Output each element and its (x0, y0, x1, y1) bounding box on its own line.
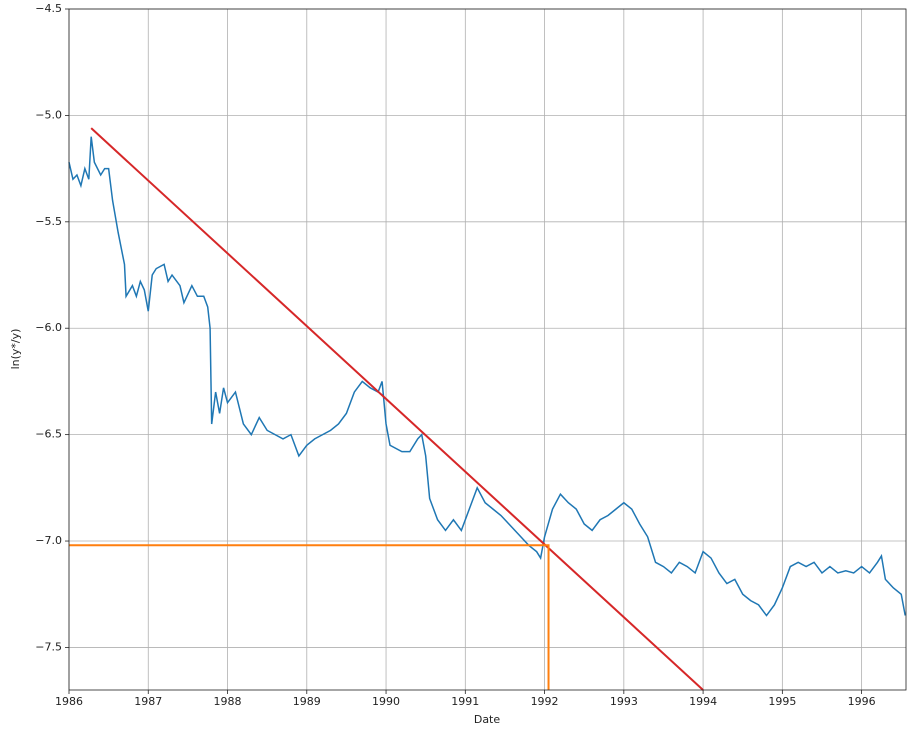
y-tick-label: −6.5 (35, 428, 62, 441)
y-tick-label: −7.5 (35, 640, 62, 653)
series-line (68, 136, 906, 617)
x-tick-label: 1992 (531, 695, 559, 708)
x-axis-label: Date (474, 713, 501, 726)
y-tick-label: −5.0 (35, 108, 62, 121)
y-tick-label: −7.0 (35, 534, 62, 547)
x-tick-label: 1990 (372, 695, 400, 708)
y-axis-label: ln(y*/y) (9, 329, 22, 370)
x-tick-label: 1988 (214, 695, 242, 708)
series-line (69, 544, 550, 690)
x-tick-label: 1994 (689, 695, 717, 708)
y-tick-label: −6.0 (35, 321, 62, 334)
plot-frame (68, 8, 907, 691)
x-tick-label: 1986 (55, 695, 83, 708)
x-tick-label: 1989 (293, 695, 321, 708)
x-tick-label: 1991 (451, 695, 479, 708)
y-tick-label: −4.5 (35, 2, 62, 15)
x-tick-label: 1995 (768, 695, 796, 708)
x-tick-label: 1996 (848, 695, 876, 708)
y-tick-label: −5.5 (35, 215, 62, 228)
x-tick-label: 1987 (134, 695, 162, 708)
x-tick-label: 1993 (610, 695, 638, 708)
series-line (90, 127, 704, 691)
